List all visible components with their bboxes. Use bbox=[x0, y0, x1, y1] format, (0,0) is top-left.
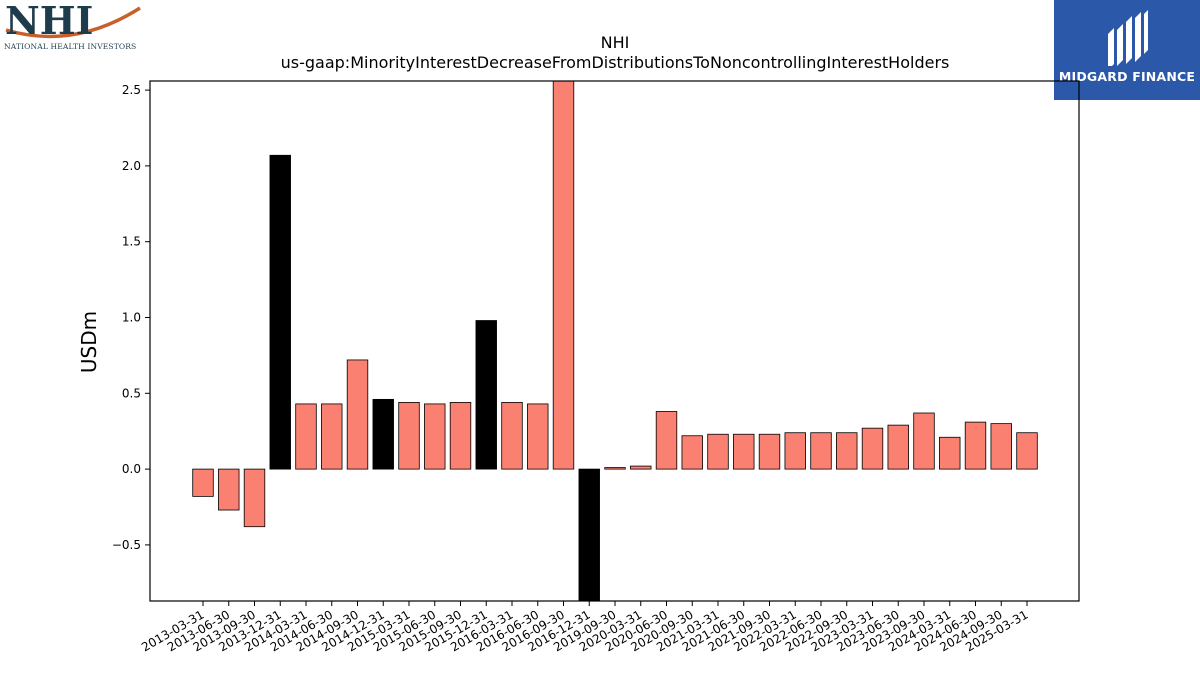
bar-2016-09-30 bbox=[552, 80, 575, 470]
bar-2020-06-30 bbox=[655, 411, 678, 470]
bar-2016-03-31 bbox=[501, 401, 523, 470]
bar-2016-06-30 bbox=[527, 403, 549, 470]
plot-area: −0.50.00.51.01.52.02.52013-03-312013-06-… bbox=[112, 80, 1038, 654]
bar-2013-06-30 bbox=[218, 468, 240, 511]
bar-2013-09-30 bbox=[243, 468, 266, 528]
bar-2023-06-30 bbox=[887, 424, 909, 470]
midgard-logo-text: MIDGARD FINANCE bbox=[1058, 69, 1196, 84]
bar-2015-03-31 bbox=[398, 401, 420, 470]
chart-subtitle: us-gaap:MinorityInterestDecreaseFromDist… bbox=[281, 53, 950, 72]
y-tick-label: 2.5 bbox=[122, 83, 141, 97]
bar-2020-09-30 bbox=[681, 435, 703, 470]
midgard-finance-logo: MIDGARD FINANCE bbox=[1054, 0, 1200, 100]
y-tick-label: 0.5 bbox=[122, 386, 141, 400]
bar-2024-06-30 bbox=[964, 421, 987, 470]
nhi-logo-letters: NHI bbox=[5, 2, 93, 42]
chart-title: NHI bbox=[601, 33, 630, 52]
bar-2014-06-30 bbox=[321, 403, 343, 470]
y-tick-label: 1.5 bbox=[122, 235, 141, 249]
y-tick-label: 1.0 bbox=[122, 311, 141, 325]
bar-2025-03-31 bbox=[1016, 432, 1038, 470]
bar-2023-03-31 bbox=[861, 427, 884, 470]
bar-2021-06-30 bbox=[733, 433, 755, 470]
bar-2014-09-30 bbox=[346, 359, 369, 470]
bar-2022-03-31 bbox=[784, 432, 806, 470]
bar-2020-03-31 bbox=[630, 465, 652, 470]
y-axis-label: USDm bbox=[77, 311, 101, 373]
bar-2013-03-31 bbox=[192, 468, 214, 497]
bar-2015-12-31 bbox=[475, 320, 497, 470]
nhi-logo-subtitle: NATIONAL HEALTH INVESTORS bbox=[4, 42, 137, 51]
bar-2022-09-30 bbox=[836, 432, 858, 470]
bar-2023-09-30 bbox=[913, 412, 935, 470]
plot-frame bbox=[149, 80, 1080, 602]
nhi-logo: NHI NATIONAL HEALTH INVESTORS bbox=[4, 0, 144, 54]
bar-2019-09-30 bbox=[604, 467, 626, 470]
bar-2014-12-31 bbox=[372, 398, 394, 470]
bar-2015-06-30 bbox=[424, 403, 446, 470]
bar-2024-03-31 bbox=[939, 436, 961, 470]
nhi-logo-mark: NHI bbox=[5, 0, 141, 43]
bar-2022-06-30 bbox=[810, 432, 832, 470]
bar-2016-12-31 bbox=[578, 468, 600, 602]
y-tick-label: 0.0 bbox=[122, 462, 141, 476]
bar-2021-03-31 bbox=[707, 433, 729, 470]
midgard-logo-mark bbox=[1108, 10, 1148, 66]
bar-2014-03-31 bbox=[295, 403, 317, 470]
bar-2024-09-30 bbox=[990, 423, 1012, 470]
y-tick-label: −0.5 bbox=[112, 538, 141, 552]
y-tick-label: 2.0 bbox=[122, 159, 141, 173]
bar-2013-12-31 bbox=[269, 154, 291, 470]
bar-2021-09-30 bbox=[758, 433, 781, 470]
bar-2015-09-30 bbox=[449, 401, 472, 470]
